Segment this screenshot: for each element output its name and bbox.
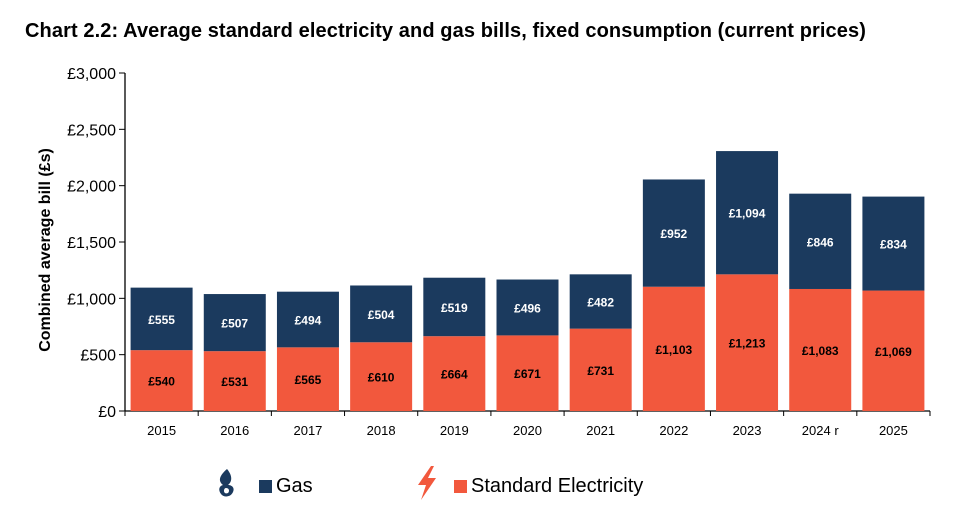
electricity-bar	[642, 286, 705, 411]
gas-bar	[203, 294, 266, 352]
chart-title: Chart 2.2: Average standard electricity …	[25, 20, 866, 42]
gas-data-label: £504	[368, 308, 395, 322]
electricity-swatch	[454, 479, 467, 493]
x-tick-label: 2022	[659, 423, 688, 438]
electricity-bar	[569, 328, 632, 411]
x-tick-label: 2021	[586, 423, 615, 438]
gas-bar	[276, 291, 339, 348]
gas-swatch	[259, 479, 272, 493]
electricity-data-label: £1,213	[729, 337, 766, 351]
electricity-bar	[350, 342, 413, 411]
gas-bar	[716, 151, 779, 275]
electricity-data-label: £565	[295, 373, 322, 387]
x-tick-label: 2015	[147, 423, 176, 438]
flame-icon	[215, 468, 237, 504]
y-tick-label: £2,500	[67, 122, 116, 139]
electricity-bar	[203, 351, 266, 411]
electricity-data-label: £1,083	[802, 344, 839, 358]
electricity-data-label: £610	[368, 371, 395, 385]
gas-bar	[496, 279, 559, 336]
y-tick-label: £1,500	[67, 235, 116, 252]
lightning-bolt-icon	[414, 465, 440, 507]
gas-bar	[569, 274, 632, 329]
gas-bar	[130, 287, 193, 351]
gas-data-label: £555	[148, 313, 175, 327]
gas-data-label: £952	[661, 227, 688, 241]
legend-gas: Gas	[215, 468, 313, 504]
gas-bar	[642, 179, 705, 287]
y-axis-title: Combined average bill (£s)	[37, 148, 54, 352]
x-tick-label: 2018	[367, 423, 396, 438]
electricity-data-label: £540	[148, 375, 175, 389]
gas-data-label: £519	[441, 301, 468, 315]
y-tick-label: £2,000	[67, 179, 116, 196]
gas-data-label: £496	[514, 301, 541, 315]
electricity-bar	[862, 290, 925, 411]
electricity-data-label: £731	[587, 364, 614, 378]
legend-electricity-label: Standard Electricity	[471, 474, 644, 497]
gas-data-label: £482	[587, 295, 614, 309]
y-tick-label: £0	[98, 404, 116, 421]
y-tick-label: £500	[80, 348, 116, 365]
electricity-data-label: £531	[221, 375, 248, 389]
electricity-bar	[496, 335, 559, 411]
gas-data-label: £507	[221, 317, 248, 331]
x-tick-label: 2016	[220, 423, 249, 438]
electricity-bar	[423, 336, 486, 411]
gas-bar	[350, 285, 413, 343]
electricity-bar	[716, 274, 779, 411]
gas-data-label: £846	[807, 235, 834, 249]
legend-electricity: Standard Electricity	[414, 465, 644, 507]
electricity-bar	[130, 350, 193, 411]
electricity-bar	[789, 288, 852, 411]
gas-bar	[862, 196, 925, 291]
x-tick-label: 2024 r	[802, 423, 840, 438]
electricity-data-label: £671	[514, 367, 541, 381]
stacked-bar-chart: £0 £500 £1,000 £1,500 £2,000 £2,500 £3,000 Comb…	[37, 66, 931, 438]
gas-data-label: £494	[295, 314, 322, 328]
electricity-bar	[276, 347, 339, 411]
gas-data-label: £834	[880, 238, 907, 252]
legend-gas-label: Gas	[276, 474, 313, 497]
gas-bar	[789, 193, 852, 289]
electricity-data-label: £1,103	[656, 343, 693, 357]
x-tick-label: 2017	[293, 423, 322, 438]
gas-data-label: £1,094	[729, 207, 766, 221]
y-tick-label: £3,000	[67, 66, 116, 83]
electricity-data-label: £664	[441, 368, 468, 382]
electricity-data-label: £1,069	[875, 345, 912, 359]
gas-bar	[423, 277, 486, 337]
y-tick-label: £1,000	[67, 291, 116, 308]
x-tick-label: 2025	[879, 423, 908, 438]
x-tick-label: 2020	[513, 423, 542, 438]
x-tick-label: 2023	[733, 423, 762, 438]
x-tick-label: 2019	[440, 423, 469, 438]
